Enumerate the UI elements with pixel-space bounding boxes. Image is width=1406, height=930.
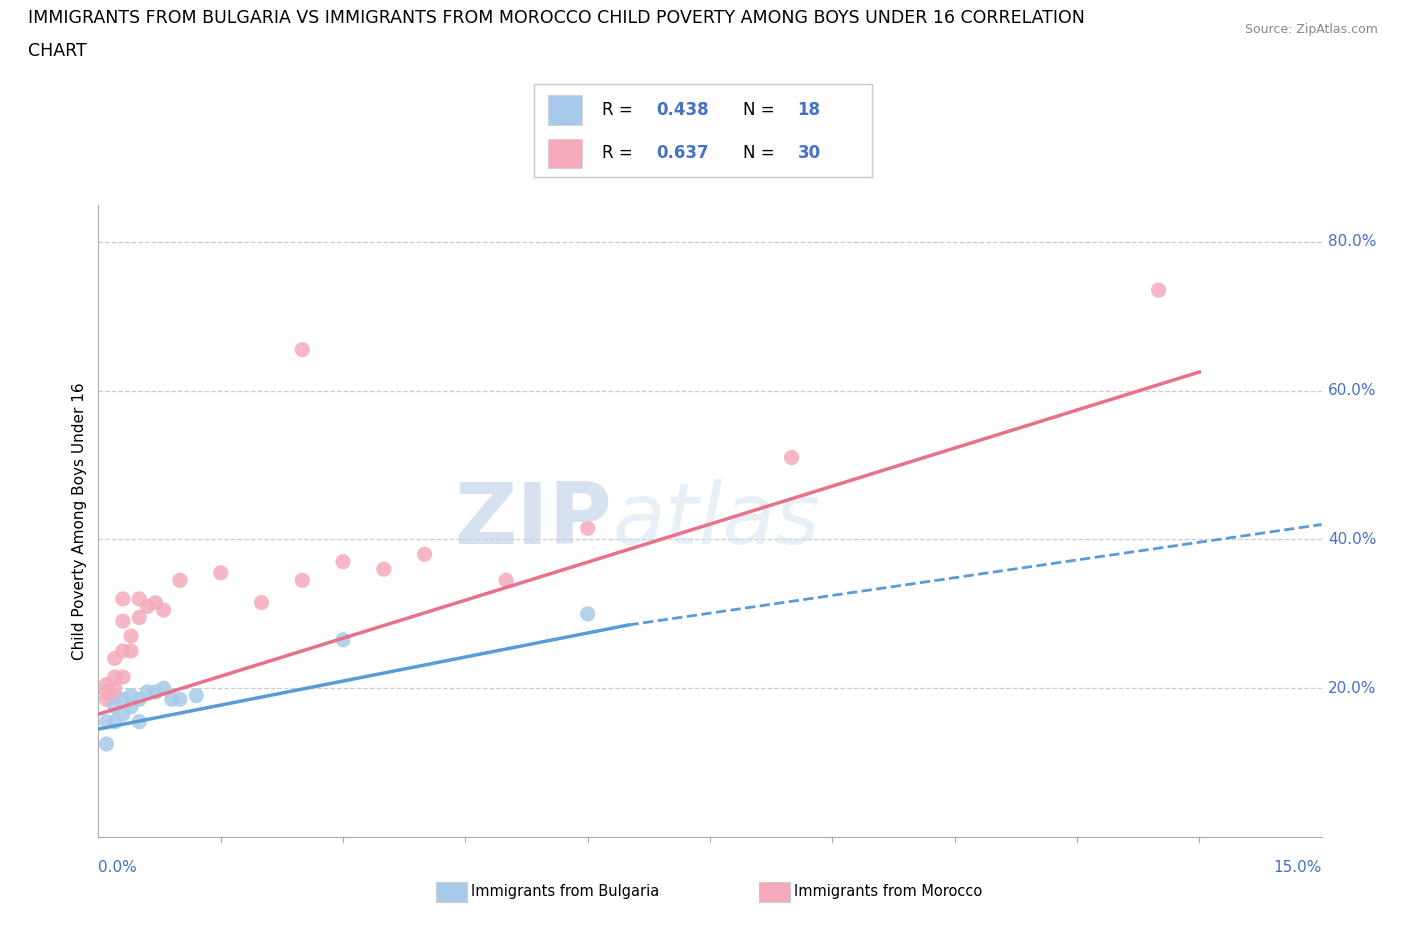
Text: R =: R = (602, 144, 638, 163)
Point (96, 714, 118, 729)
Point (136, 684, 159, 699)
FancyBboxPatch shape (548, 95, 582, 125)
Point (111, 670, 134, 684)
Point (120, 644, 142, 658)
Text: Immigrants from Bulgaria: Immigrants from Bulgaria (471, 884, 659, 899)
Point (128, 714, 150, 729)
Text: 30: 30 (797, 144, 821, 163)
Point (152, 603, 174, 618)
Point (186, 688, 208, 703)
Point (96, 684, 118, 699)
Point (128, 692, 150, 707)
Point (96, 692, 118, 707)
Point (96, 677, 118, 692)
Point (111, 614, 134, 629)
Point (104, 714, 127, 729)
Point (413, 547, 436, 562)
Text: 40.0%: 40.0% (1327, 532, 1376, 547)
Point (152, 681, 174, 696)
Point (128, 610, 150, 625)
Text: IMMIGRANTS FROM BULGARIA VS IMMIGRANTS FROM MOROCCO CHILD POVERTY AMONG BOYS UND: IMMIGRANTS FROM BULGARIA VS IMMIGRANTS F… (28, 9, 1085, 27)
Text: 80.0%: 80.0% (1327, 234, 1376, 249)
Point (209, 565, 232, 580)
Text: CHART: CHART (28, 42, 87, 60)
Point (495, 573, 517, 588)
Text: 15.0%: 15.0% (1274, 860, 1322, 875)
Point (332, 632, 354, 647)
Point (576, 606, 599, 621)
Text: 0.438: 0.438 (655, 100, 709, 119)
Point (104, 670, 127, 684)
Text: 18: 18 (797, 100, 821, 119)
Text: 20.0%: 20.0% (1327, 681, 1376, 696)
Text: atlas: atlas (612, 479, 820, 563)
Point (120, 699, 142, 714)
Point (104, 681, 127, 696)
Point (1147, 283, 1170, 298)
Point (145, 595, 167, 610)
Point (169, 692, 191, 707)
Point (111, 591, 134, 606)
Point (111, 707, 134, 722)
Point (291, 342, 314, 357)
Point (120, 629, 142, 644)
Point (576, 521, 599, 536)
Point (111, 692, 134, 707)
Text: N =: N = (744, 100, 780, 119)
Point (128, 591, 150, 606)
Text: Immigrants from Morocco: Immigrants from Morocco (794, 884, 983, 899)
Text: 0.0%: 0.0% (98, 860, 138, 875)
Text: R =: R = (602, 100, 638, 119)
Text: 60.0%: 60.0% (1327, 383, 1376, 398)
Point (96, 737, 118, 751)
Text: Source: ZipAtlas.com: Source: ZipAtlas.com (1244, 23, 1378, 36)
FancyBboxPatch shape (548, 139, 582, 168)
Point (291, 573, 314, 588)
Point (160, 692, 183, 707)
Point (120, 688, 142, 703)
Point (332, 554, 354, 569)
Point (250, 595, 273, 610)
Point (104, 688, 127, 703)
Point (104, 651, 127, 666)
Point (373, 562, 395, 577)
Point (169, 573, 191, 588)
Point (780, 450, 803, 465)
Point (145, 684, 167, 699)
Point (111, 644, 134, 658)
Y-axis label: Child Poverty Among Boys Under 16: Child Poverty Among Boys Under 16 (72, 382, 87, 659)
Text: N =: N = (744, 144, 780, 163)
Point (136, 599, 159, 614)
Text: ZIP: ZIP (454, 479, 612, 563)
Text: 0.637: 0.637 (655, 144, 709, 163)
Point (104, 699, 127, 714)
